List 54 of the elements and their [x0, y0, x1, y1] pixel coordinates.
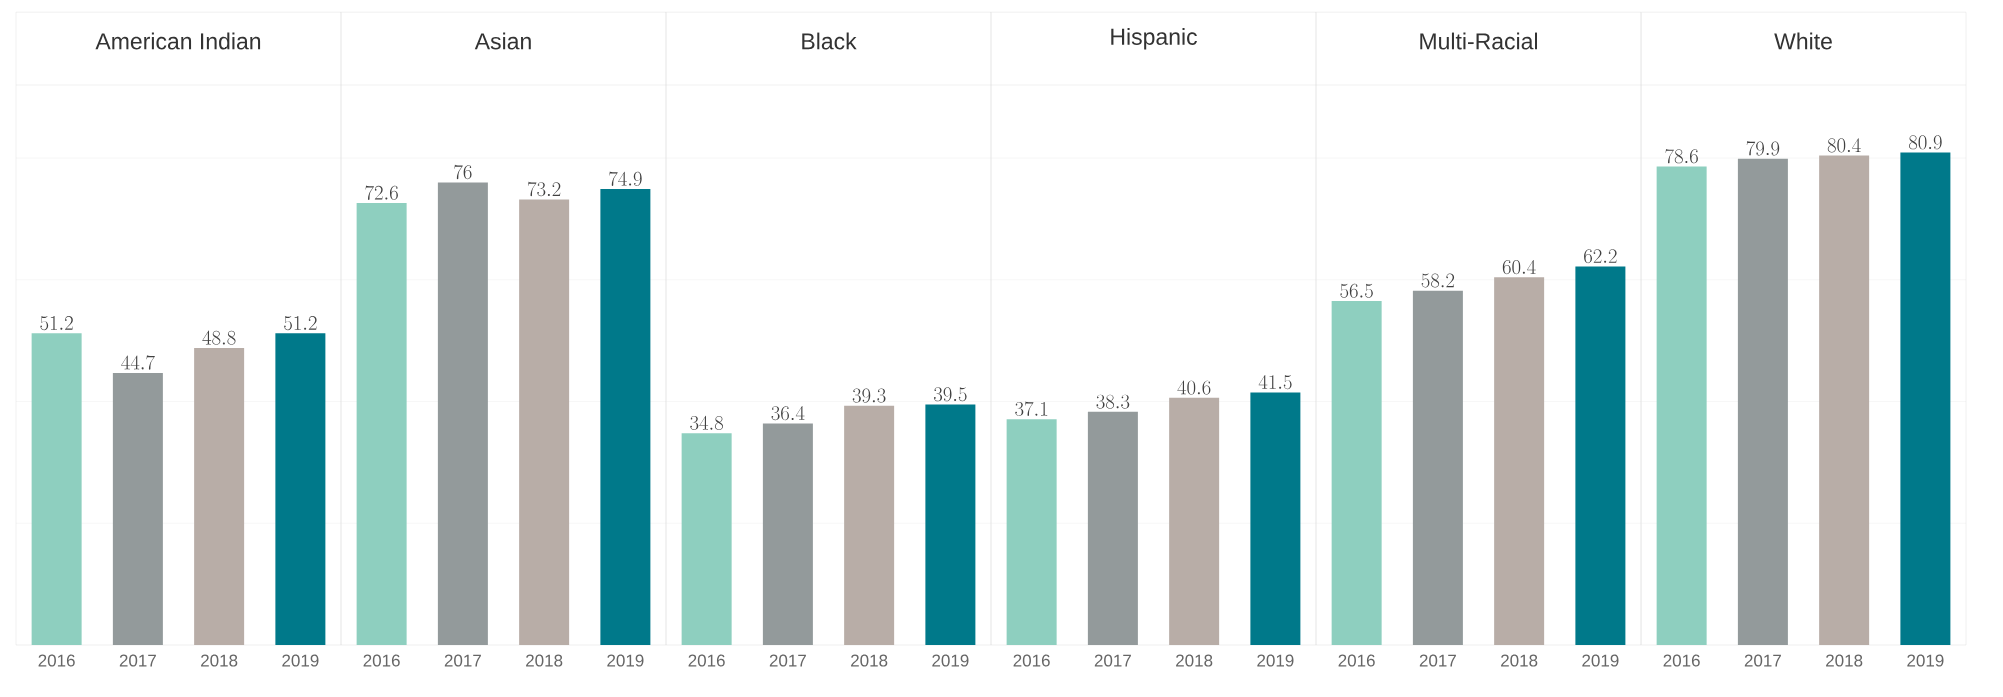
data-label: 44.7: [121, 355, 155, 370]
x-tick-label: 2017: [1744, 654, 1781, 667]
data-label: 39.5: [933, 387, 967, 402]
x-tick-label: 2019: [1582, 654, 1619, 667]
data-label: 72.6: [365, 185, 398, 200]
data-label: 76: [454, 164, 472, 180]
chart-title: Hispanic: [1111, 28, 1197, 50]
x-tick-label: 2016: [688, 654, 725, 667]
data-label: 80.4: [1827, 138, 1861, 153]
data-label: 38.3: [1096, 394, 1130, 409]
x-tick-label: 2019: [1907, 654, 1944, 667]
data-label: 51 .2: [40, 316, 73, 331]
data-label: 39.3: [852, 388, 886, 403]
data-label: 74.9: [609, 171, 642, 186]
x-tick-label: 2019: [282, 654, 319, 667]
data-label: 34.8: [690, 415, 724, 430]
data-label: 56.5: [1340, 283, 1373, 298]
x-tick-label: 2016: [38, 654, 75, 667]
x-tick-label: 2017: [119, 654, 156, 667]
data-label: 80.9: [1908, 135, 1942, 150]
data-label: 48.8: [202, 330, 236, 345]
x-tick-label: 2018: [201, 654, 238, 667]
data-label: 40.6: [1177, 380, 1211, 395]
data-label: 41 .5: [1258, 375, 1292, 390]
data-label: 79.9: [1746, 141, 1780, 156]
x-tick-label: 2017: [1419, 654, 1456, 667]
data-label: 58.2: [1421, 273, 1455, 288]
x-tick-label: 2016: [363, 654, 400, 667]
data-label: 37. 1: [1015, 401, 1048, 416]
x-tick-label: 2018: [1826, 654, 1863, 667]
chart-title: Multi-Racial: [1420, 32, 1538, 50]
x-tick-label: 2019: [607, 654, 644, 667]
data-label: 78.6: [1665, 149, 1698, 164]
data-label: 60.4: [1502, 259, 1536, 275]
data-label: 62.2: [1584, 249, 1617, 264]
x-tick-label: 2018: [526, 654, 563, 667]
chart-title: American Indian: [95, 32, 261, 50]
x-tick-label: 2017: [444, 654, 481, 667]
chart-title: Asian: [474, 32, 531, 50]
data-label: 73.2: [528, 181, 561, 197]
x-tick-label: 2018: [1501, 654, 1538, 667]
x-tick-label: 2018: [851, 654, 888, 667]
data-label: 51 .2: [284, 316, 317, 331]
x-tick-label: 2018: [1176, 654, 1213, 667]
x-tick-label: 2016: [1013, 654, 1050, 667]
x-tick-label: 2016: [1338, 654, 1375, 667]
x-tick-label: 2019: [932, 654, 969, 667]
x-tick-label: 2019: [1257, 654, 1294, 667]
x-tick-label: 2016: [1663, 654, 1700, 667]
chart-title: White: [1774, 32, 1832, 50]
x-tick-label: 2017: [1094, 654, 1131, 667]
chart-title: Black: [802, 32, 857, 50]
data-label: 36.4: [771, 406, 805, 421]
x-tick-label: 2017: [769, 654, 806, 667]
